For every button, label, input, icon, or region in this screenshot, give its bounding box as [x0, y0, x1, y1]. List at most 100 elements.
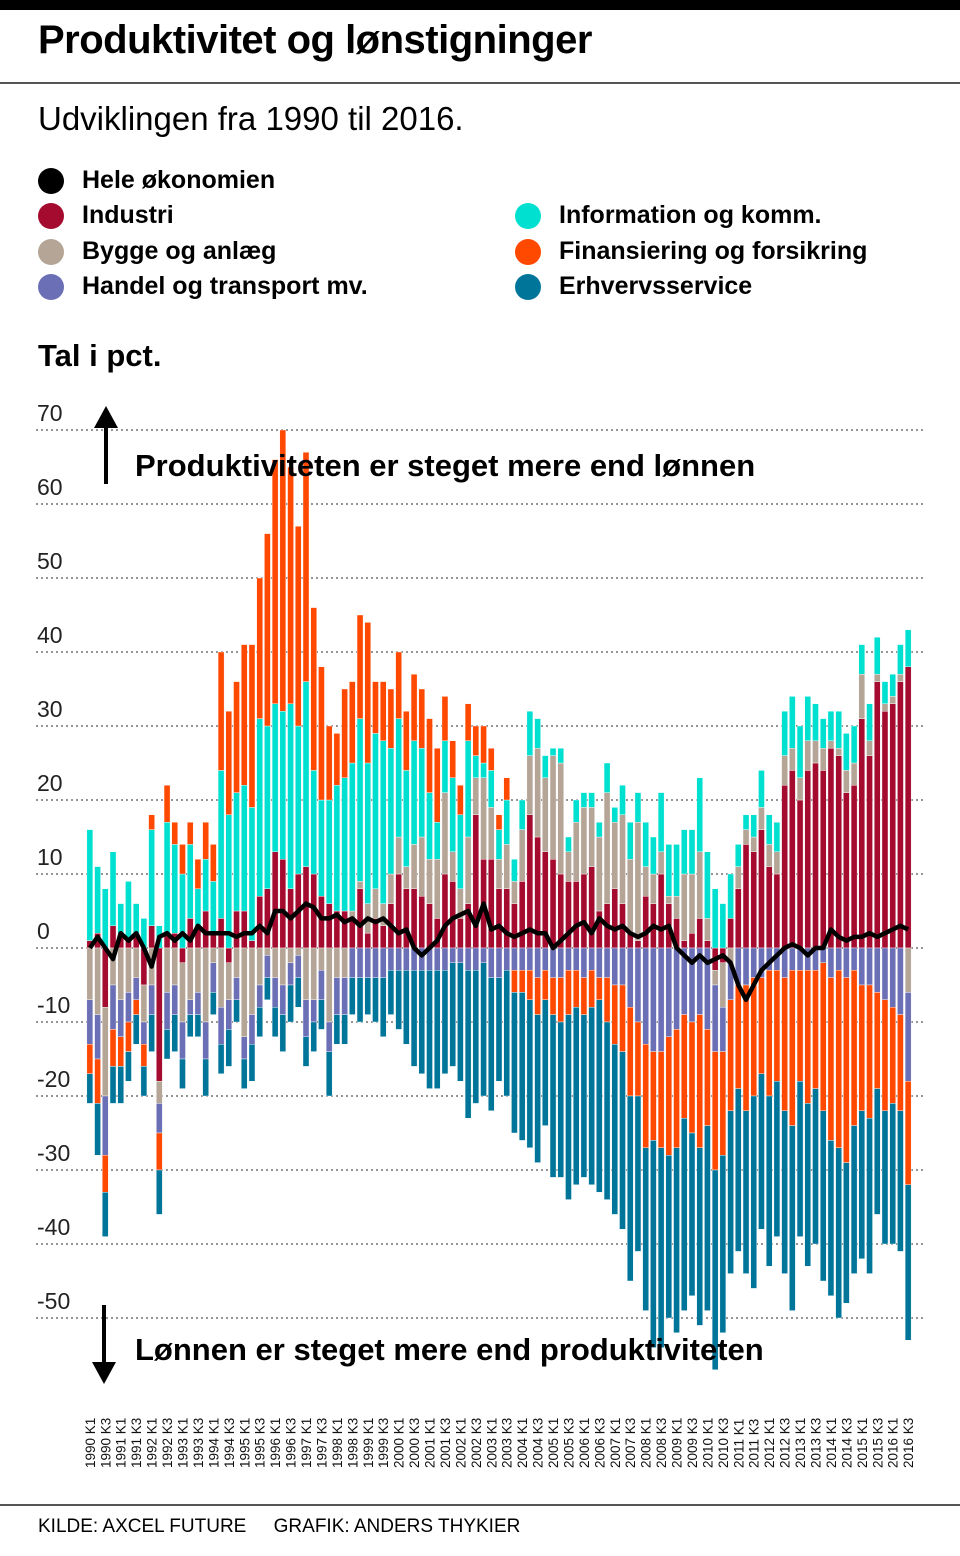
bar-segment	[318, 896, 325, 949]
bar-segment	[264, 533, 271, 727]
bar-segment	[549, 755, 557, 860]
bar-segment	[750, 1095, 757, 1289]
bar-segment	[549, 947, 557, 978]
bar-segment	[827, 1140, 835, 1297]
bar-segment	[241, 644, 248, 786]
bar-segment	[696, 1014, 703, 1148]
x-tick-label: 2003 K1	[484, 1418, 499, 1468]
bar-segment	[673, 947, 680, 1030]
x-tick-label: 1991 K3	[129, 1418, 144, 1468]
bar-segment	[596, 977, 603, 1000]
bar-segment	[549, 977, 557, 1015]
x-tick-label: 1993 K1	[176, 1418, 191, 1468]
bar-segment	[711, 984, 719, 1052]
bar-segment	[495, 859, 503, 890]
bar-segment	[619, 1051, 626, 1230]
bar-segment	[410, 970, 418, 1067]
legend-label: Finansiering og forsikring	[559, 237, 868, 265]
legend-item-erhvervsservice: Erhvervsservice	[515, 272, 752, 301]
bar-segment	[727, 999, 734, 1111]
bar-segment	[727, 1110, 734, 1274]
bar-segment	[102, 888, 109, 949]
bar-segment	[488, 807, 495, 860]
bar-segment	[163, 947, 171, 993]
bar-segment	[534, 718, 541, 749]
bar-segment	[850, 725, 858, 764]
legend-item-finansiering: Finansiering og forsikring	[515, 237, 867, 266]
bar-segment	[874, 992, 881, 1089]
bar-segment	[171, 822, 178, 845]
bar-segment	[179, 962, 186, 1023]
bar-segment	[379, 977, 387, 1037]
bar-segment	[264, 955, 271, 978]
bar-segment	[225, 999, 233, 1030]
bar-segment	[835, 748, 842, 756]
bar-segment	[773, 1080, 781, 1237]
bar-segment	[156, 1132, 163, 1171]
bar-segment	[596, 822, 603, 838]
bar-segment	[858, 984, 866, 1112]
bar-segment	[804, 970, 811, 1104]
legend-dot-icon	[515, 238, 541, 265]
x-tick-label: 1997 K3	[314, 1418, 329, 1468]
bar-segment	[735, 984, 742, 1089]
bar-segment	[588, 1007, 595, 1186]
bar-segment	[117, 947, 124, 1000]
bar-segment	[202, 859, 209, 912]
bar-segment	[233, 910, 240, 949]
bar-segment	[472, 970, 480, 1104]
bar-segment	[812, 1088, 819, 1245]
bar-segment	[156, 947, 163, 1082]
bar-segment	[866, 755, 873, 949]
bar-segment	[704, 1029, 711, 1126]
bar-segment	[781, 711, 788, 756]
bar-segment	[472, 755, 480, 778]
bar-segment	[681, 829, 688, 875]
bar-segment	[511, 970, 518, 993]
legend-label: Handel og transport mv.	[82, 272, 368, 300]
bar-segment	[318, 947, 325, 971]
bar-segment	[572, 799, 580, 823]
bar-segment	[904, 629, 912, 667]
x-tick-label: 2002 K3	[469, 1418, 484, 1468]
bar-segment	[503, 844, 510, 890]
legend-dot-icon	[38, 167, 64, 194]
bar-segment	[557, 1021, 564, 1178]
bar-segment	[333, 785, 341, 912]
bar-segment	[866, 984, 873, 1119]
bar-segment	[603, 1021, 611, 1200]
x-tick-label: 1996 K1	[268, 1418, 283, 1468]
bar-segment	[843, 977, 850, 1163]
x-tick-label: 2005 K3	[562, 1418, 577, 1468]
bar-segment	[835, 947, 842, 971]
bar-segment	[889, 703, 896, 949]
bar-segment	[727, 873, 734, 919]
bar-segment	[858, 1110, 866, 1260]
source-credit: KILDE: AXCEL FUTURE	[38, 1516, 247, 1537]
bar-segment	[542, 999, 549, 1126]
bar-segment	[627, 1095, 634, 1282]
bar-segment	[295, 977, 302, 1008]
x-tick-label: 2007 K1	[608, 1418, 623, 1468]
bar-segment	[827, 748, 835, 949]
bar-segment	[526, 970, 534, 1001]
bar-segment	[387, 688, 395, 749]
bar-segment	[603, 792, 611, 904]
bar-segment	[765, 814, 773, 845]
bar-segment	[295, 955, 302, 978]
bar-segment	[881, 711, 889, 949]
bar-segment	[472, 725, 480, 756]
legend-label: Industri	[82, 201, 174, 229]
bar-segment	[781, 785, 788, 949]
bar-segment	[634, 1095, 642, 1252]
y-tick-label: 40	[37, 622, 63, 648]
bar-segment	[480, 947, 487, 964]
bar-segment	[557, 748, 564, 764]
bar-segment	[464, 703, 472, 741]
bar-segment	[495, 947, 503, 978]
bar-segment	[603, 762, 611, 793]
bar-segment	[132, 903, 140, 934]
bar-segment	[874, 947, 881, 993]
bar-segment	[163, 992, 171, 1030]
bar-segment	[866, 1117, 873, 1274]
